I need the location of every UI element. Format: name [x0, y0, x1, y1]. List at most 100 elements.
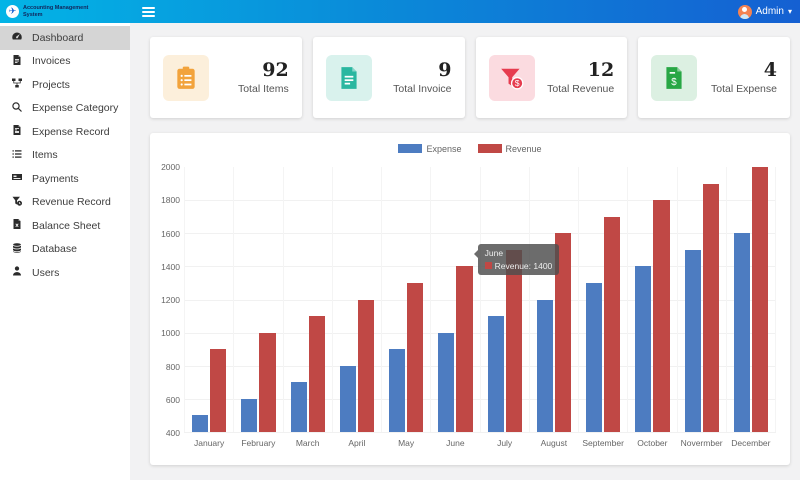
bar-expense-march[interactable]	[290, 382, 307, 432]
sidebar-item-label: Expense Record	[32, 125, 110, 138]
sidebar-item-projects[interactable]: Projects	[0, 73, 130, 97]
stat-card-total-expense: $4 Total Expense	[638, 37, 790, 118]
bar-expense-august[interactable]	[536, 299, 553, 432]
avatar	[737, 4, 752, 19]
bar-expense-september[interactable]	[586, 282, 603, 432]
sidebar-item-database[interactable]: Database	[0, 238, 130, 262]
x-label: September	[582, 438, 624, 448]
bar-expense-october[interactable]	[635, 266, 652, 432]
x-label: October	[637, 438, 668, 448]
bar-revenue-july[interactable]	[505, 249, 522, 432]
stat-label: Total Expense	[711, 83, 777, 96]
stat-label: Total Items	[237, 83, 289, 96]
sidebar-item-items[interactable]: Items	[0, 144, 130, 168]
x-label: August	[540, 438, 568, 448]
file-invoice-icon	[325, 54, 372, 101]
y-tick: 800	[165, 361, 180, 372]
bar-group-january: January	[184, 167, 233, 448]
x-label: June	[446, 438, 465, 448]
bar-group-novermber: Novermber	[676, 167, 726, 448]
search-icon	[11, 101, 23, 116]
stat-value: 92	[262, 58, 289, 81]
user-name: Admin	[755, 6, 784, 17]
sidebar-item-payments[interactable]: Payments	[0, 167, 130, 191]
stat-label: Total Revenue	[547, 83, 615, 96]
bar-revenue-march[interactable]	[308, 316, 325, 432]
tachometer-icon	[11, 30, 23, 45]
stat-meta: 12 Total Revenue	[547, 58, 615, 96]
bar-group-september: September	[578, 167, 627, 448]
clipboard-list-icon	[163, 54, 209, 101]
sidebar-item-label: Invoices	[32, 55, 71, 68]
x-label: March	[295, 438, 320, 448]
gridline	[184, 432, 776, 433]
filter-clock-icon	[11, 195, 23, 210]
user-menu[interactable]: Admin ▾	[737, 4, 792, 19]
app-title: Accounting Management System	[23, 4, 89, 18]
bar-revenue-december[interactable]	[751, 167, 768, 432]
bar-revenue-novermber[interactable]	[702, 183, 719, 432]
bar-group-february: February	[233, 167, 282, 448]
x-label: January	[194, 438, 225, 448]
sidebar-item-users[interactable]: Users	[0, 261, 130, 285]
bar-expense-february[interactable]	[241, 398, 258, 432]
database-icon	[11, 242, 23, 257]
bar-revenue-august[interactable]	[554, 233, 571, 432]
stat-card-total-revenue: $12 Total Revenue	[475, 37, 628, 118]
stat-value: 9	[438, 58, 452, 81]
svg-text:$: $	[514, 78, 519, 88]
bar-revenue-october[interactable]	[653, 200, 670, 432]
sidebar-item-dashboard[interactable]: Dashboard	[0, 26, 130, 50]
bar-expense-april[interactable]	[339, 365, 356, 432]
bar-revenue-june[interactable]	[456, 266, 473, 432]
chevron-down-icon: ▾	[787, 6, 792, 16]
x-label: May	[398, 438, 415, 448]
y-tick: 600	[165, 394, 180, 405]
stat-meta: 92 Total Items	[237, 58, 289, 96]
bar-expense-may[interactable]	[389, 349, 406, 432]
chart-legend: Expense Revenue	[160, 143, 780, 154]
menu-icon[interactable]	[142, 6, 155, 17]
bar-expense-december[interactable]	[733, 233, 750, 432]
bar-expense-january[interactable]	[192, 415, 209, 432]
project-diagram-icon	[11, 77, 23, 92]
app-brand: ✈ Accounting Management System	[0, 5, 130, 18]
plot-area: June Revenue: 1400 January February March A…	[184, 167, 776, 448]
sidebar-item-label: Users	[32, 266, 60, 279]
stat-value: 12	[587, 58, 615, 81]
bar-revenue-april[interactable]	[357, 299, 374, 432]
stat-card-total-invoice: 9 Total Invoice	[312, 37, 465, 118]
sidebar-item-invoices[interactable]: Invoices	[0, 50, 130, 74]
bar-revenue-january[interactable]	[210, 349, 227, 432]
stats-row: 92 Total Items 9 Total Invoice $12 Total Reve…	[150, 37, 790, 118]
sidebar-item-label: Expense Category	[32, 102, 119, 115]
sidebar-item-expense-category[interactable]: Expense Category	[0, 97, 130, 121]
bar-expense-july[interactable]	[487, 316, 504, 432]
sidebar-item-label: Revenue Record	[32, 196, 111, 209]
sidebar: Dashboard Invoices Projects Expense Categor…	[0, 23, 130, 480]
sidebar-item-balance-sheet[interactable]: Balance Sheet	[0, 214, 130, 238]
y-tick: 1400	[161, 261, 180, 272]
bar-revenue-february[interactable]	[259, 332, 276, 432]
bar-revenue-september[interactable]	[604, 216, 621, 432]
stat-meta: 4 Total Expense	[711, 59, 777, 96]
y-tick: 1800	[161, 195, 180, 206]
legend-swatch	[398, 144, 423, 153]
legend-label: Revenue	[505, 143, 542, 154]
chart-tooltip: June Revenue: 1400	[473, 243, 560, 275]
legend-swatch	[477, 144, 502, 153]
file-x-icon	[11, 218, 23, 233]
y-tick: 1200	[161, 295, 180, 305]
page-layout: Dashboard Invoices Projects Expense Categor…	[0, 23, 800, 480]
legend-item-revenue[interactable]: Revenue	[477, 143, 542, 154]
bar-group-july: July	[479, 167, 529, 448]
file-record-icon	[11, 124, 23, 139]
sidebar-item-revenue-record[interactable]: Revenue Record	[0, 191, 130, 215]
legend-item-expense[interactable]: Expense	[398, 144, 462, 154]
svg-text:$: $	[672, 77, 678, 88]
user-icon	[11, 265, 23, 280]
bar-revenue-may[interactable]	[407, 282, 424, 432]
sidebar-item-expense-record[interactable]: Expense Record	[0, 120, 130, 144]
bar-expense-novermber[interactable]	[684, 249, 701, 432]
bar-expense-june[interactable]	[438, 332, 455, 432]
